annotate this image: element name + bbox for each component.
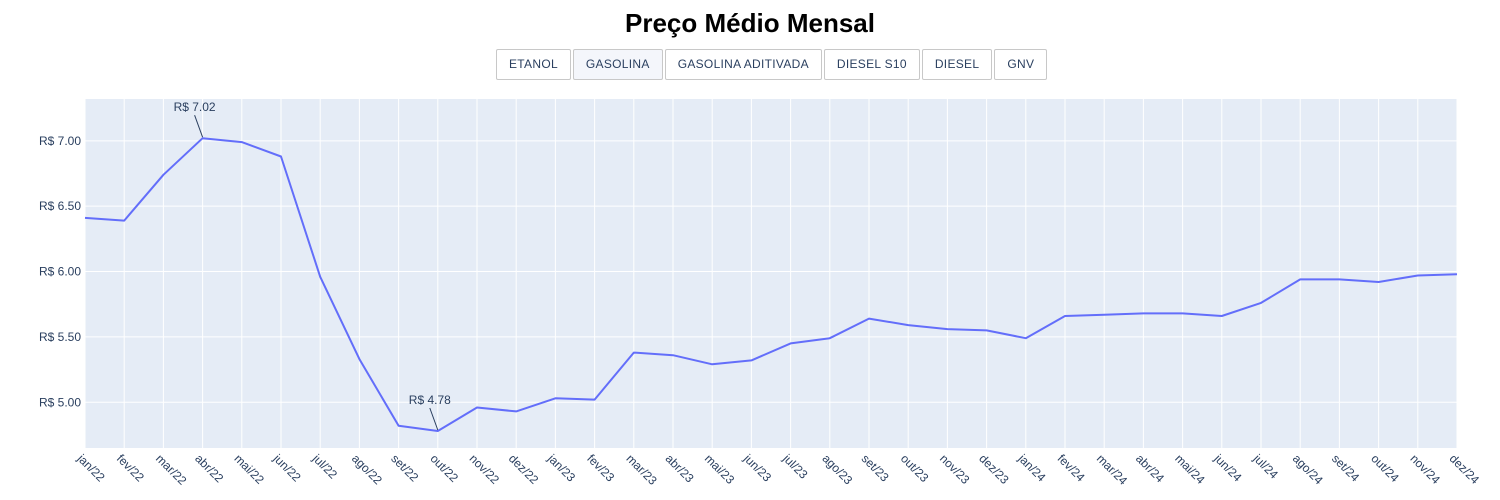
x-tick-label: jul/23 [780,451,811,482]
x-tick-label: jul/22 [309,451,340,482]
series-line [84,137,1458,432]
x-tick-label: mai/22 [231,451,267,487]
data-point [1338,278,1340,280]
x-tick-label: out/23 [898,451,932,485]
x-tick-label: mar/24 [1094,451,1131,488]
x-tick-label: abr/24 [1133,451,1167,485]
x-tick-label: jan/23 [544,451,578,485]
x-tick-label: dez/23 [976,451,1012,487]
data-point [358,358,360,360]
y-tick-label: R$ 5.00 [39,395,81,409]
y-tick-label: R$ 5.50 [39,330,81,344]
fuel-button-gnv[interactable]: GNV [994,49,1048,80]
fuel-button-diesel[interactable]: DIESEL [921,49,993,80]
data-point [750,359,752,361]
data-point [202,137,204,139]
x-tick-label: set/24 [1329,451,1362,484]
x-axis-tick-labels: jan/22 fev/22 mar/22 abr/22 mai/22 jun/22 jul/… [74,451,1482,488]
x-tick-label: mai/24 [1172,451,1208,487]
data-point [162,174,164,176]
x-tick-label: dez/22 [506,451,542,487]
data-point [986,329,988,331]
data-point [868,318,870,320]
data-point [633,352,635,354]
data-point [1142,312,1144,314]
x-tick-label: out/22 [427,451,461,485]
data-point [241,141,243,143]
data-point [1025,337,1027,339]
x-tick-label: mar/22 [153,451,190,488]
x-tick-label: nov/22 [467,451,503,487]
x-tick-label: jun/24 [1211,451,1245,485]
data-point [515,410,517,412]
data-point [437,430,439,432]
x-tick-label: jan/22 [74,451,108,485]
data-point [398,425,400,427]
fuel-button-etanol[interactable]: ETANOL [496,49,571,80]
vertical-gridlines [84,99,1458,448]
x-tick-label: fev/23 [584,451,617,484]
chart-title: Preço Médio Mensal [625,8,875,38]
x-tick-label: jan/24 [1015,451,1049,485]
horizontal-gridlines [85,140,1457,403]
data-point [1260,302,1262,304]
annotations-group: R$ 7.02 R$ 4.78 [174,100,451,431]
data-point [1103,314,1105,316]
data-point [1378,281,1380,283]
annotation-arrow [194,115,204,138]
data-point [476,406,478,408]
data-point [1456,273,1458,275]
x-tick-label: jun/23 [740,451,774,485]
x-tick-label: fev/22 [114,451,147,484]
y-tick-label: R$ 6.50 [39,199,81,213]
x-tick-label: abr/22 [192,451,226,485]
x-tick-label: abr/23 [663,451,697,485]
data-point [1299,278,1301,280]
data-point [829,337,831,339]
x-tick-label: out/24 [1368,451,1402,485]
fuel-button-diesel-s10[interactable]: DIESEL S10 [823,49,920,80]
data-point [84,217,86,219]
x-tick-label: set/22 [388,451,421,484]
fuel-button-gasolina[interactable]: GASOLINA [572,49,663,80]
data-point [790,342,792,344]
fuel-selector: ETANOL GASOLINA GASOLINA ADITIVADA DIESE… [496,49,1048,80]
annotation-arrow [429,407,439,431]
data-point [554,397,556,399]
data-point [1182,312,1184,314]
data-point [280,156,282,158]
x-tick-label: ago/24 [1290,451,1326,487]
series-group [84,137,1458,432]
data-point [672,354,674,356]
data-point [1221,315,1223,317]
data-point [594,399,596,401]
annotation-label: R$ 4.78 [409,393,451,407]
x-tick-label: dez/24 [1447,451,1483,487]
x-tick-label: mar/23 [623,451,660,488]
x-tick-label: jun/22 [270,451,304,485]
data-point [946,328,948,330]
plot-background [85,99,1457,448]
data-point [319,276,321,278]
annotation-label: R$ 7.02 [174,100,216,114]
x-tick-label: jul/24 [1250,451,1281,482]
x-tick-label: fev/24 [1055,451,1088,484]
fuel-button-gasolina-aditivada[interactable]: GASOLINA ADITIVADA [664,49,822,80]
y-tick-label: R$ 7.00 [39,134,81,148]
x-tick-label: set/23 [859,451,892,484]
data-point [1064,315,1066,317]
y-axis-tick-labels: R$ 5.00 R$ 5.50 R$ 6.00 R$ 6.50 R$ 7.00 [39,134,81,409]
y-tick-label: R$ 6.00 [39,265,81,279]
data-point [711,363,713,365]
x-tick-label: nov/24 [1407,451,1443,487]
x-tick-label: ago/22 [349,451,385,487]
x-tick-label: nov/23 [937,451,973,487]
data-point [123,220,125,222]
data-point [907,324,909,326]
data-point [1417,274,1419,276]
x-tick-label: ago/23 [819,451,855,487]
x-tick-label: mai/23 [702,451,738,487]
